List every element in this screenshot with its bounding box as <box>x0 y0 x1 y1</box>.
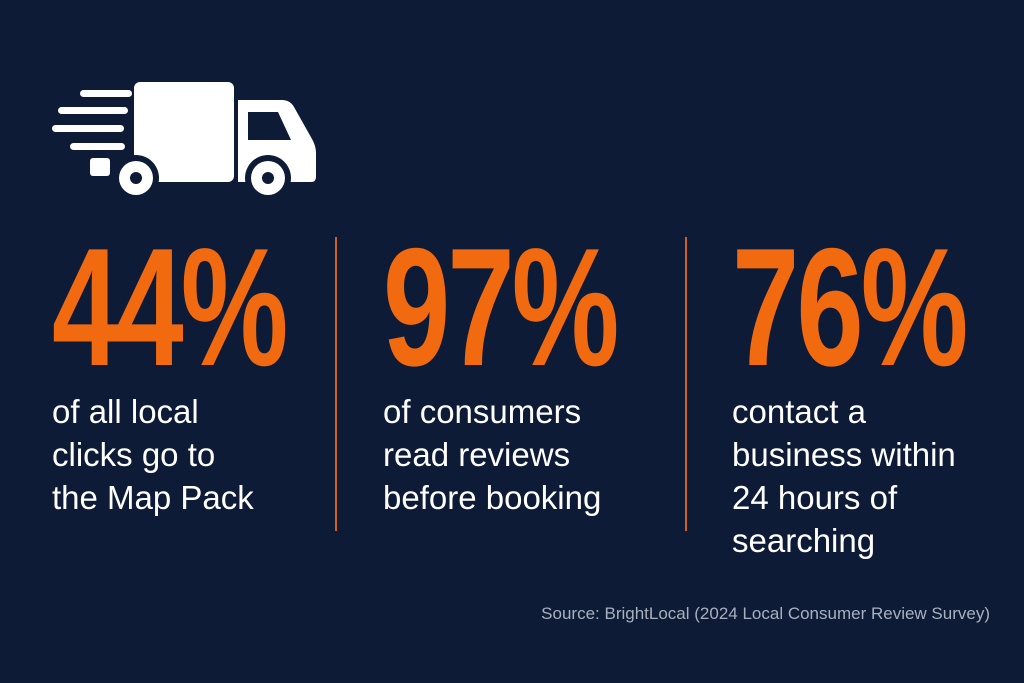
stat-description: of consumers read reviews before booking <box>383 390 703 519</box>
description-line: of consumers <box>383 393 582 430</box>
stat-description: of all local clicks go to the Map Pack <box>52 390 372 519</box>
divider <box>685 237 687 531</box>
truck-icon <box>52 82 316 201</box>
stat: 97% of consumers read reviews before bookin… <box>383 213 703 519</box>
stat-value: 44% <box>52 213 288 401</box>
description-line: before booking <box>383 479 602 516</box>
description-line: searching <box>732 522 876 559</box>
stat-description: contact a business within 24 hours of searc… <box>732 390 1024 562</box>
stat-value: 97% <box>383 213 619 401</box>
description-line: the Map Pack <box>52 479 254 516</box>
description-line: 24 hours of <box>732 479 898 516</box>
divider <box>335 237 337 531</box>
description-line: clicks go to <box>52 436 216 473</box>
stat: 76% contact a business within 24 hours of se… <box>732 213 1024 562</box>
stat: 44% of all local clicks go to the Map Pack <box>52 213 372 519</box>
description-line: of all local <box>52 393 199 430</box>
stat-value: 76% <box>732 213 968 401</box>
description-line: read reviews <box>383 436 571 473</box>
source: Source: BrightLocal (2024 Local Consumer… <box>541 604 990 623</box>
description-line: business within <box>732 436 956 473</box>
description-line: contact a <box>732 393 866 430</box>
